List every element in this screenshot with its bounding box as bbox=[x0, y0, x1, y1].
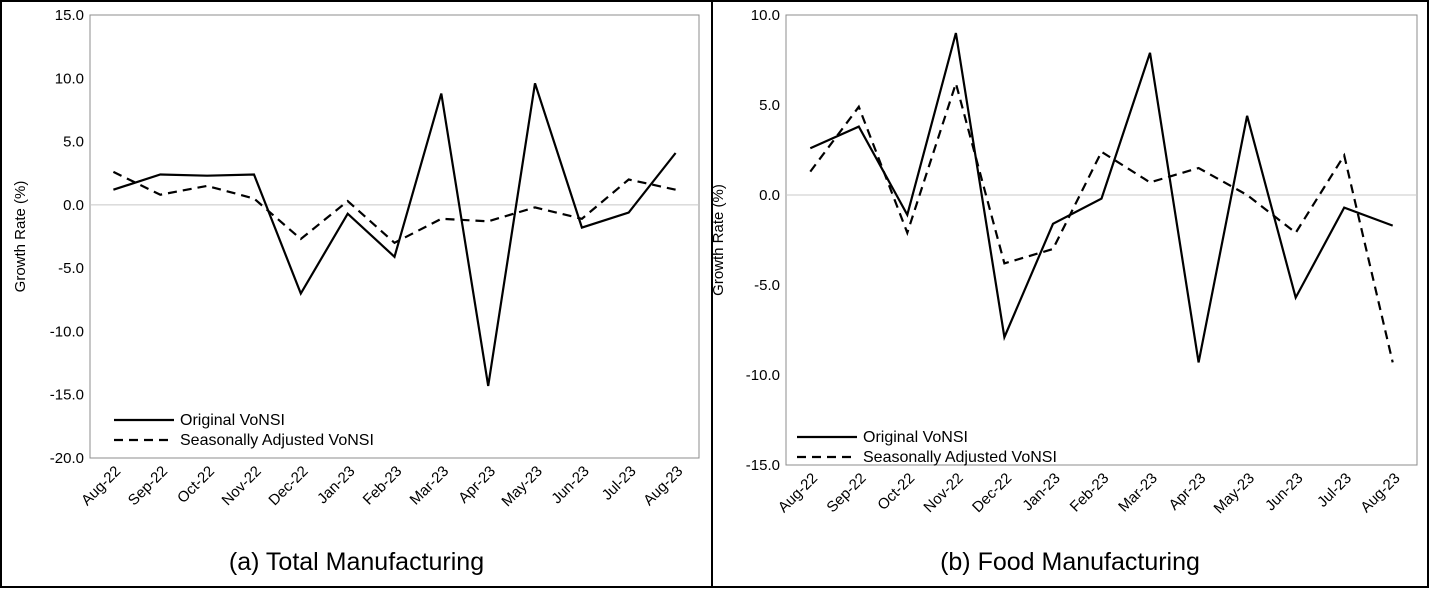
chart-panel-total-manufacturing: 15.0 10.0 5.0 0.0 -5.0 -10.0 -15.0 -20.0 Aug-22 S… bbox=[0, 0, 713, 588]
series-line-seasonally-adjusted bbox=[809, 79, 1394, 363]
x-tick-label: May-23 bbox=[498, 463, 545, 510]
x-tick-label: Jun-23 bbox=[548, 463, 592, 507]
y-tick-label: 10.0 bbox=[55, 70, 84, 87]
x-tick-label: Mar-23 bbox=[1115, 470, 1161, 516]
y-tick-label: -15.0 bbox=[746, 457, 780, 474]
plot-frame bbox=[89, 14, 700, 459]
legend-label: Seasonally Adjusted VoNSI bbox=[180, 432, 374, 449]
x-tick-label: Feb-23 bbox=[1067, 470, 1113, 516]
y-axis-title: Growth Rate (%) bbox=[710, 184, 727, 296]
x-tick-label: Jan-23 bbox=[1019, 470, 1063, 514]
x-tick-label: May-23 bbox=[1211, 470, 1258, 517]
y-tick-label: -15.0 bbox=[50, 387, 84, 404]
x-tick-label: Jul-23 bbox=[1314, 470, 1355, 511]
chart-panel-food-manufacturing: 10.0 5.0 0.0 -5.0 -10.0 -15.0 Aug-22 Sep-22 Oct-… bbox=[710, 0, 1429, 588]
series-line-original bbox=[113, 82, 677, 387]
x-tick-label: Dec-22 bbox=[265, 463, 311, 509]
y-tick-label: 5.0 bbox=[759, 97, 780, 114]
x-tick-label: Oct-22 bbox=[174, 463, 218, 507]
y-tick-label: 15.0 bbox=[55, 7, 84, 24]
x-tick-label: Jun-23 bbox=[1262, 470, 1306, 514]
x-tick-label: Nov-22 bbox=[219, 463, 265, 509]
x-tick-label: Sep-22 bbox=[125, 463, 171, 509]
y-tick-label: -10.0 bbox=[50, 323, 84, 340]
x-tick-label: Apr-23 bbox=[455, 463, 499, 507]
chart-caption: (a) Total Manufacturing bbox=[228, 548, 485, 576]
y-tick-label: -10.0 bbox=[746, 367, 780, 384]
series-line-original bbox=[809, 32, 1394, 363]
x-tick-label: Oct-22 bbox=[874, 470, 918, 514]
x-tick-label: Aug-23 bbox=[1357, 470, 1403, 516]
y-tick-label: -5.0 bbox=[58, 260, 84, 277]
y-tick-label: -20.0 bbox=[50, 450, 84, 467]
y-tick-label: 10.0 bbox=[751, 7, 780, 24]
chart-caption: (b) Food Manufacturing bbox=[940, 548, 1200, 576]
y-tick-label: 0.0 bbox=[759, 187, 780, 204]
x-tick-label: Aug-23 bbox=[640, 463, 686, 509]
x-tick-label: Nov-22 bbox=[920, 470, 966, 516]
x-tick-label: Feb-23 bbox=[360, 463, 406, 509]
x-tick-label: Apr-23 bbox=[1166, 470, 1210, 514]
legend-label: Original VoNSI bbox=[180, 412, 285, 429]
y-axis-title: Growth Rate (%) bbox=[12, 181, 29, 293]
legend-label: Original VoNSI bbox=[863, 429, 968, 446]
y-tick-label: 5.0 bbox=[63, 134, 84, 151]
legend-label: Seasonally Adjusted VoNSI bbox=[863, 449, 1057, 466]
x-tick-label: Mar-23 bbox=[407, 463, 453, 509]
plot-frame bbox=[785, 14, 1418, 466]
x-tick-label: Jul-23 bbox=[599, 463, 640, 504]
x-tick-label: Aug-22 bbox=[78, 463, 124, 509]
series-line-seasonally-adjusted bbox=[112, 170, 676, 245]
y-tick-label: -5.0 bbox=[754, 277, 780, 294]
y-tick-label: 0.0 bbox=[63, 197, 84, 214]
x-tick-label: Jan-23 bbox=[314, 463, 358, 507]
x-tick-label: Dec-22 bbox=[969, 470, 1015, 516]
x-tick-label: Sep-22 bbox=[823, 470, 869, 516]
x-tick-label: Aug-22 bbox=[775, 470, 821, 516]
